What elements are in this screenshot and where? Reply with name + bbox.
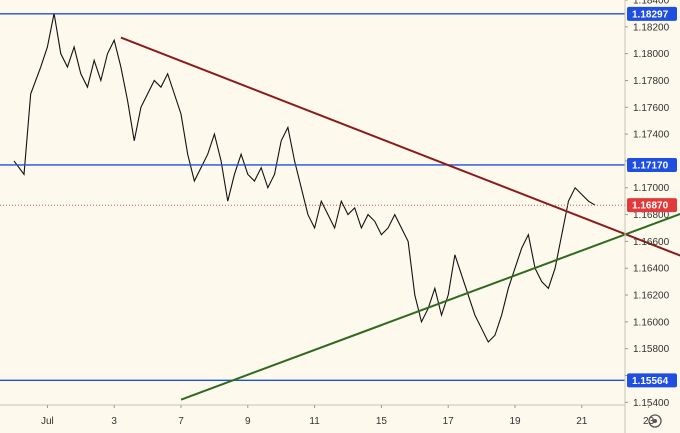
trendline-1[interactable] xyxy=(180,197,680,401)
x-tick-label-1: 3 xyxy=(111,416,117,427)
y-tick-label-11: 1.16200 xyxy=(633,291,670,302)
horizontal-levels-group xyxy=(0,13,625,381)
x-tick-label-2: 7 xyxy=(178,416,184,427)
y-tick-label-2: 1.18000 xyxy=(633,49,670,60)
price-badge-label-1: 1.17170 xyxy=(632,160,669,171)
y-axis-ticks: 1.18400 1.18200 1.18000 1.17800 1.17600 1.174… xyxy=(625,0,670,409)
price-badge-1 xyxy=(627,157,677,172)
price-badge-label-0: 1.18297 xyxy=(632,9,669,20)
x-tick-label-8: 21 xyxy=(576,416,588,427)
trendlines-group xyxy=(120,36,680,401)
y-tick-label-15: 1.15400 xyxy=(633,398,670,409)
settings-icon[interactable] xyxy=(648,414,662,428)
y-tick-label-8: 1.16800 xyxy=(633,210,670,221)
price-badge-label-current: 1.16870 xyxy=(632,201,669,212)
trendline-0[interactable] xyxy=(120,36,680,261)
x-tick-label-0: Jul xyxy=(41,416,54,427)
price-series-line xyxy=(13,13,596,343)
x-axis-ticks: Jul 3 7 9 11 15 17 19 21 23 xyxy=(41,405,655,427)
y-tick-label-10: 1.16400 xyxy=(633,264,670,275)
y-tick-label-13: 1.15800 xyxy=(633,344,670,355)
x-tick-label-7: 19 xyxy=(509,416,521,427)
y-tick-label-9: 1.16600 xyxy=(633,237,670,248)
y-tick-label-1: 1.18200 xyxy=(633,22,670,33)
y-tick-label-5: 1.17400 xyxy=(633,130,670,141)
x-tick-label-4: 11 xyxy=(309,416,320,427)
price-badges: 1.18297 1.17170 1.15564 1.16870 xyxy=(627,6,677,388)
y-tick-label-3: 1.17800 xyxy=(633,76,670,87)
x-tick-label-5: 15 xyxy=(376,416,388,427)
y-tick-label-0: 1.18400 xyxy=(633,0,670,7)
price-badge-current xyxy=(627,198,677,213)
y-tick-label-4: 1.17600 xyxy=(633,103,670,114)
x-tick-label-3: 9 xyxy=(245,416,251,427)
y-tick-label-7: 1.17000 xyxy=(633,183,670,194)
price-badge-label-2: 1.15564 xyxy=(632,376,669,387)
price-badge-2 xyxy=(627,373,677,388)
price-badge-0 xyxy=(627,6,677,21)
x-tick-label-6: 17 xyxy=(443,416,455,427)
y-tick-label-12: 1.16000 xyxy=(633,317,670,328)
price-path-group xyxy=(13,13,596,343)
